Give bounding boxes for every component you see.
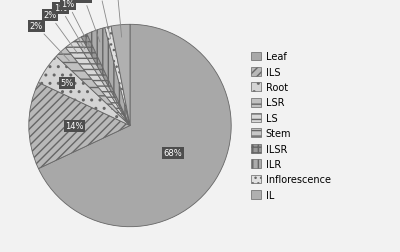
Wedge shape xyxy=(111,25,130,126)
Text: 5%: 5% xyxy=(60,79,74,88)
Text: 1%: 1% xyxy=(94,0,111,40)
Text: 68%: 68% xyxy=(163,148,182,158)
Text: 2%: 2% xyxy=(30,22,69,61)
Text: 1%: 1% xyxy=(54,4,85,50)
Wedge shape xyxy=(105,27,130,126)
Wedge shape xyxy=(81,35,130,126)
Legend: Leaf, ILS, Root, LSR, LS, Stem, ILSR, ILR, Inflorescence, IL: Leaf, ILS, Root, LSR, LS, Stem, ILSR, IL… xyxy=(249,50,333,202)
Wedge shape xyxy=(38,25,231,227)
Wedge shape xyxy=(29,83,130,169)
Text: 3%: 3% xyxy=(77,0,100,43)
Wedge shape xyxy=(38,57,130,126)
Text: 1%: 1% xyxy=(61,0,90,47)
Wedge shape xyxy=(76,38,130,126)
Wedge shape xyxy=(56,48,130,126)
Wedge shape xyxy=(66,41,130,126)
Wedge shape xyxy=(87,28,130,126)
Text: 14%: 14% xyxy=(65,121,84,131)
Text: 3%: 3% xyxy=(110,0,124,38)
Text: 2%: 2% xyxy=(43,11,78,54)
